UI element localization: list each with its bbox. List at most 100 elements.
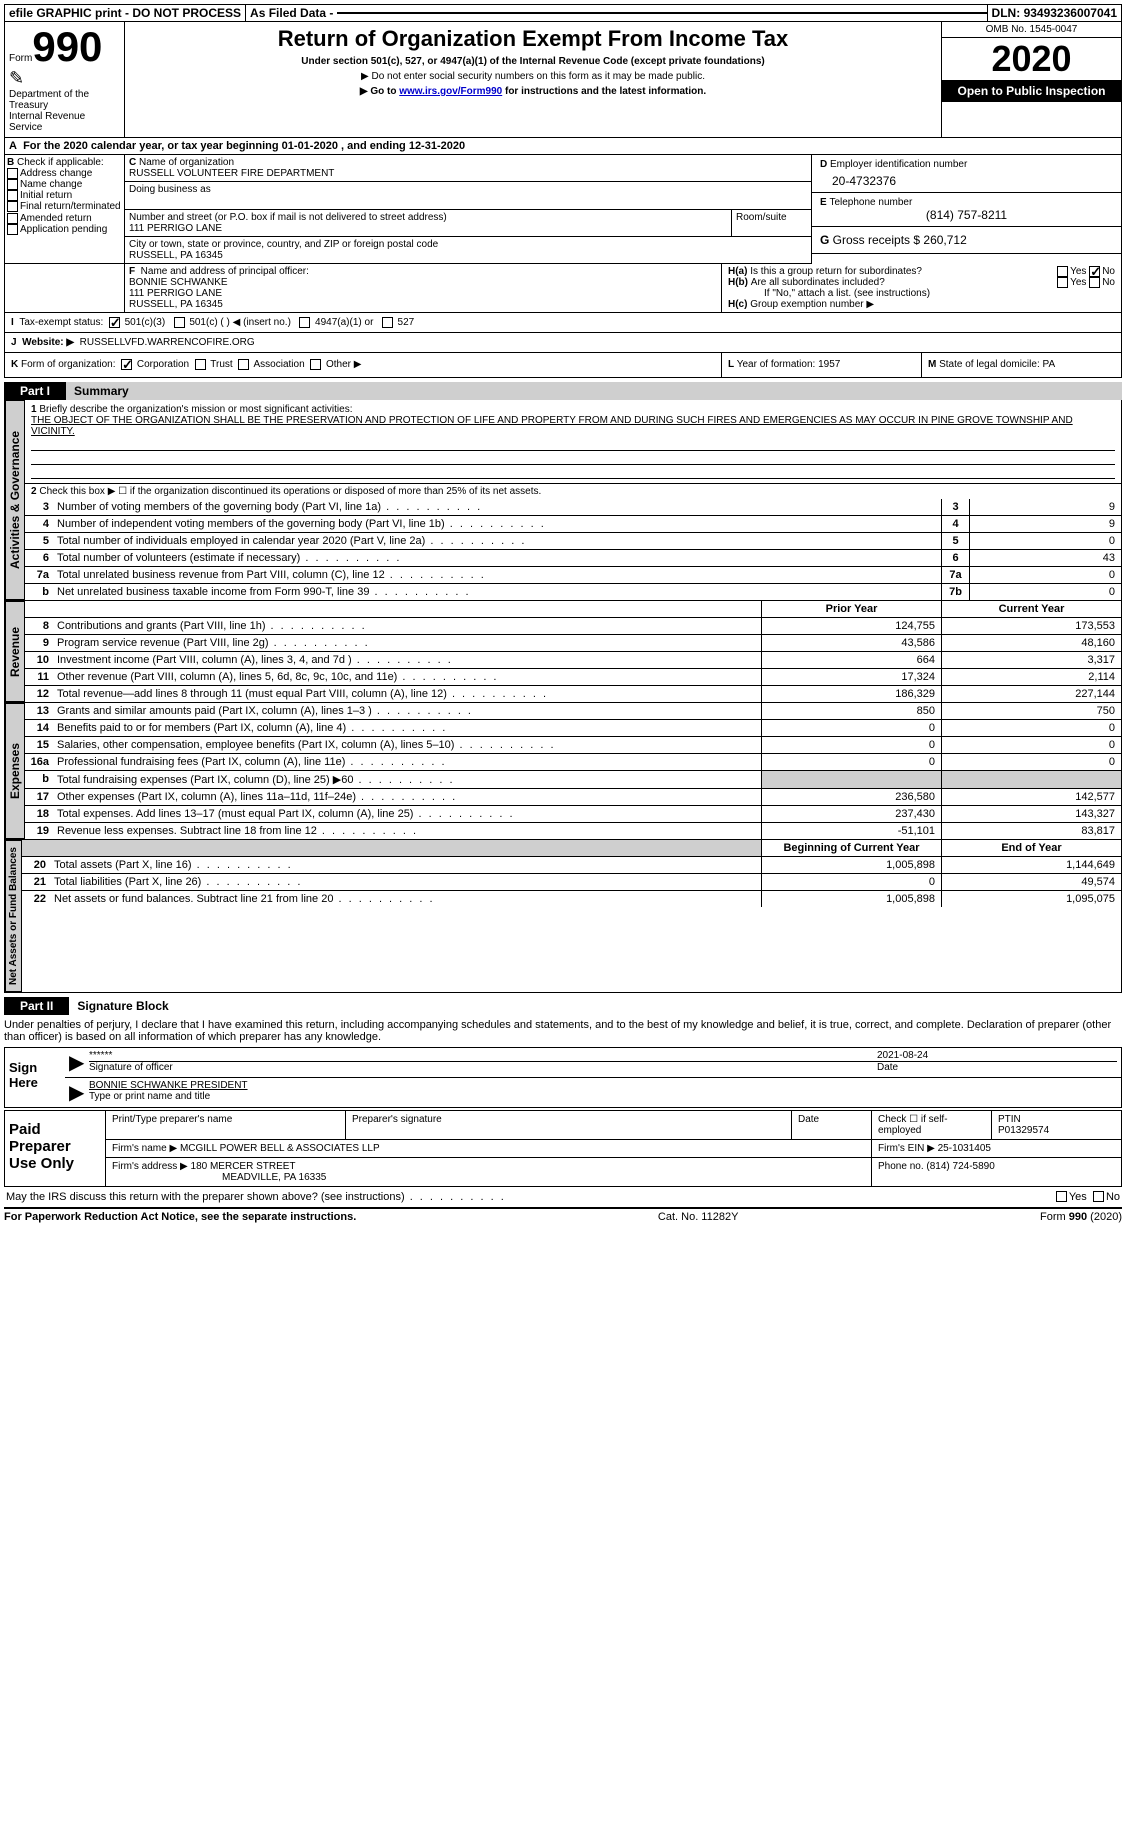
chk-corp[interactable] — [121, 359, 132, 370]
officer-name-title: BONNIE SCHWANKE PRESIDENT — [89, 1080, 1117, 1091]
chk-4947[interactable] — [299, 317, 310, 328]
phone-value: (814) 757-8211 — [820, 208, 1113, 222]
summary-row: 10Investment income (Part VIII, column (… — [25, 652, 1121, 669]
chk-address-change[interactable] — [7, 168, 18, 179]
addr-value: 111 PERRIGO LANE — [129, 223, 727, 234]
sig-date-label: Date — [877, 1061, 1117, 1073]
firm-phone: (814) 724-5890 — [926, 1161, 994, 1172]
chk-527[interactable] — [382, 317, 393, 328]
summary-row: 9Program service revenue (Part VIII, lin… — [25, 635, 1121, 652]
type-name-label: Type or print name and title — [89, 1091, 1117, 1102]
paid-preparer-label: Paid Preparer Use Only — [5, 1111, 105, 1186]
firm-addr-label: Firm's address ▶ — [112, 1161, 188, 1172]
ptin-label: PTIN — [998, 1114, 1115, 1125]
b-label: Check if applicable: — [17, 157, 104, 168]
perjury-declaration: Under penalties of perjury, I declare th… — [4, 1015, 1122, 1047]
chk-application-pending[interactable] — [7, 224, 18, 235]
hc-text: Group exemption number ▶ — [750, 299, 874, 310]
summary-row: 13Grants and similar amounts paid (Part … — [25, 703, 1121, 720]
sign-here-label: Sign Here — [5, 1048, 65, 1107]
chk-final-return[interactable] — [7, 201, 18, 212]
section-b: B Check if applicable: Address change Na… — [5, 155, 125, 264]
summary-row: 21Total liabilities (Part X, line 26)049… — [22, 874, 1121, 891]
part-ii-tag: Part II — [4, 997, 69, 1015]
chk-trust[interactable] — [195, 359, 206, 370]
summary-row: 14Benefits paid to or for members (Part … — [25, 720, 1121, 737]
vlabel-governance: Activities & Governance — [5, 400, 25, 600]
vlabel-revenue: Revenue — [5, 601, 25, 702]
chk-name-change[interactable] — [7, 179, 18, 190]
sign-here-block: Sign Here ▶ ****** Signature of officer … — [4, 1047, 1122, 1108]
summary-row: bNet unrelated business taxable income f… — [25, 584, 1121, 600]
gross-receipts: 260,712 — [923, 233, 966, 247]
dept-3: Internal Revenue Service — [9, 111, 120, 133]
vlabel-net-assets: Net Assets or Fund Balances — [5, 840, 22, 992]
sig-date: 2021-08-24 — [877, 1050, 1117, 1061]
q1-label: Briefly describe the organization's miss… — [39, 404, 352, 415]
col-end-year: End of Year — [941, 840, 1121, 856]
state-domicile: PA — [1043, 359, 1056, 370]
city-value: RUSSELL, PA 16345 — [129, 250, 807, 261]
form-990: 990 — [32, 23, 102, 70]
mission-text: THE OBJECT OF THE ORGANIZATION SHALL BE … — [31, 415, 1115, 437]
dept-2: Treasury — [9, 100, 120, 111]
summary-row: 19Revenue less expenses. Subtract line 1… — [25, 823, 1121, 839]
summary-row: 22Net assets or fund balances. Subtract … — [22, 891, 1121, 907]
ha-yes[interactable] — [1057, 266, 1068, 277]
g-label: Gross receipts $ — [833, 233, 920, 247]
catalog-number: Cat. No. 11282Y — [658, 1211, 739, 1223]
dln-value: 93493236007041 — [1024, 6, 1117, 20]
summary-row: 17Other expenses (Part IX, column (A), l… — [25, 789, 1121, 806]
chk-assoc[interactable] — [238, 359, 249, 370]
dept-1: Department of the — [9, 89, 120, 100]
summary-row: 11Other revenue (Part VIII, column (A), … — [25, 669, 1121, 686]
ein-value: 20-4732376 — [820, 170, 1113, 188]
form-title: Return of Organization Exempt From Incom… — [133, 26, 933, 52]
sig-stars: ****** — [89, 1050, 877, 1061]
hb-yes[interactable] — [1057, 277, 1068, 288]
summary-row: 5Total number of individuals employed in… — [25, 533, 1121, 550]
col-beginning-year: Beginning of Current Year — [761, 840, 941, 856]
chk-initial-return[interactable] — [7, 190, 18, 201]
discuss-no[interactable] — [1093, 1191, 1104, 1202]
discuss-yes[interactable] — [1056, 1191, 1067, 1202]
line-a: For the 2020 calendar year, or tax year … — [23, 140, 465, 152]
asfiled-label: As Filed Data - — [245, 5, 337, 21]
top-blackbar — [337, 12, 986, 14]
city-label: City or town, state or province, country… — [129, 239, 807, 250]
part-ii-header: Part II Signature Block — [4, 997, 1122, 1015]
j-label: Website: ▶ — [22, 337, 74, 348]
prep-sig-label: Preparer's signature — [345, 1111, 791, 1139]
ha-no[interactable] — [1089, 266, 1100, 277]
chk-501c[interactable] — [174, 317, 185, 328]
sig-officer-label: Signature of officer — [89, 1061, 877, 1073]
website-value: RUSSELLVFD.WARRENCOFIRE.ORG — [80, 337, 255, 348]
k-label: Form of organization: — [21, 360, 116, 371]
note2b: for instructions and the latest informat… — [502, 86, 706, 97]
hb-no[interactable] — [1089, 277, 1100, 288]
m-label: State of legal domicile: — [939, 359, 1040, 370]
hb-text: Are all subordinates included? — [751, 277, 885, 288]
chk-amended[interactable] — [7, 213, 18, 224]
firm-ein-label: Firm's EIN ▶ — [878, 1143, 935, 1154]
chk-501c3[interactable] — [109, 317, 120, 328]
prep-name-label: Print/Type preparer's name — [105, 1111, 345, 1139]
chk-other[interactable] — [310, 359, 321, 370]
irs-link[interactable]: www.irs.gov/Form990 — [399, 86, 502, 97]
firm-addr1: 180 MERCER STREET — [191, 1161, 296, 1172]
q2-text: Check this box ▶ ☐ if the organization d… — [39, 486, 541, 497]
top-bar: efile GRAPHIC print - DO NOT PROCESS As … — [4, 4, 1122, 22]
prep-date-label: Date — [791, 1111, 871, 1139]
summary-row: 6Total number of volunteers (estimate if… — [25, 550, 1121, 567]
ptin-value: P01329574 — [998, 1125, 1115, 1136]
form-subtitle: Under section 501(c), 527, or 4947(a)(1)… — [133, 56, 933, 67]
col-current-year: Current Year — [941, 601, 1121, 617]
part-ii-title: Signature Block — [69, 997, 1122, 1015]
col-prior-year: Prior Year — [761, 601, 941, 617]
addr-label: Number and street (or P.O. box if mail i… — [129, 212, 727, 223]
form-word: Form — [9, 53, 32, 64]
ha-text: Is this a group return for subordinates? — [750, 266, 922, 277]
room-label: Room/suite — [731, 210, 811, 236]
officer-name: BONNIE SCHWANKE — [129, 277, 717, 288]
summary-row: 20Total assets (Part X, line 16)1,005,89… — [22, 857, 1121, 874]
